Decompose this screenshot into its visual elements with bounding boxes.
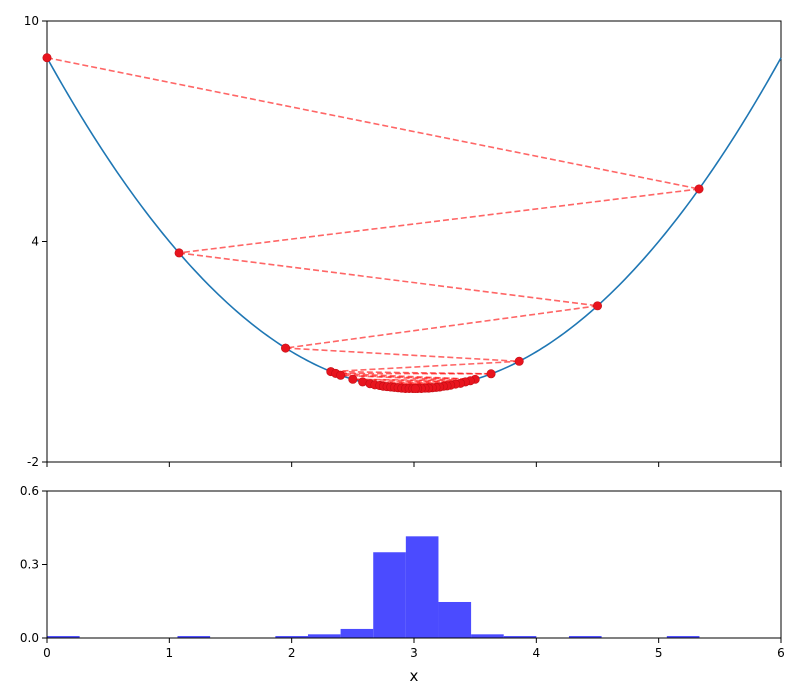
y-tick-label: 10 [24, 14, 39, 28]
histogram-bar [568, 636, 602, 638]
x-tick-label: 2 [288, 646, 296, 660]
histogram-bar [307, 634, 341, 638]
loss-curve [46, 57, 782, 390]
descent-point [592, 301, 602, 311]
histogram-bar [275, 636, 308, 638]
histogram-plot: 0.0 0.3 0.6 0 1 2 3 4 5 6 x [20, 484, 785, 685]
y-tick-label: -2 [27, 455, 39, 469]
descent-point [410, 383, 420, 393]
histogram-y-ticks: 0.0 0.3 0.6 [20, 484, 47, 645]
descent-plot-frame [46, 20, 782, 463]
x-tick-label: 1 [166, 646, 174, 660]
histogram-bar [405, 536, 439, 638]
x-tick-label: 3 [410, 646, 418, 660]
descent-point [694, 184, 704, 194]
descent-step-line [330, 360, 520, 373]
descent-point [42, 53, 52, 63]
histogram-bar [340, 628, 374, 638]
descent-point [281, 343, 291, 353]
y-tick-label: 0.0 [20, 631, 39, 645]
x-tick-label: 0 [43, 646, 51, 660]
histogram-bar [666, 636, 700, 638]
histogram-marks [47, 536, 700, 638]
descent-step-line [285, 305, 598, 349]
x-tick-label: 4 [533, 646, 541, 660]
descent-step-line [46, 56, 700, 190]
descent-point [358, 377, 368, 387]
descent-step-line [179, 188, 700, 254]
x-tick-label: 5 [655, 646, 663, 660]
x-tick-label: 6 [777, 646, 785, 660]
histogram-x-axis-label: x [410, 667, 419, 685]
descent-step-line [335, 372, 476, 381]
descent-step-line [179, 252, 598, 307]
descent-plot-marks [42, 53, 782, 393]
y-tick-label: 0.3 [20, 558, 39, 572]
histogram-bar [373, 552, 406, 638]
descent-plot-x-ticks [46, 462, 782, 467]
descent-step-line [285, 347, 520, 363]
descent-point [174, 248, 184, 258]
descent-point [348, 374, 358, 384]
histogram-bar [177, 636, 211, 638]
descent-point [486, 369, 496, 379]
histogram-bar [503, 636, 537, 638]
descent-point [514, 356, 524, 366]
descent-point [336, 370, 346, 380]
y-tick-label: 4 [31, 235, 39, 249]
histogram-x-ticks: 0 1 2 3 4 5 6 [43, 638, 785, 660]
histogram-bar [471, 634, 504, 638]
descent-plot-y-ticks: -2 4 10 [24, 14, 47, 469]
histogram-bar [438, 601, 472, 638]
descent-plot: -2 4 10 [24, 14, 782, 469]
histogram-bar [47, 636, 80, 638]
y-tick-label: 0.6 [20, 484, 39, 498]
